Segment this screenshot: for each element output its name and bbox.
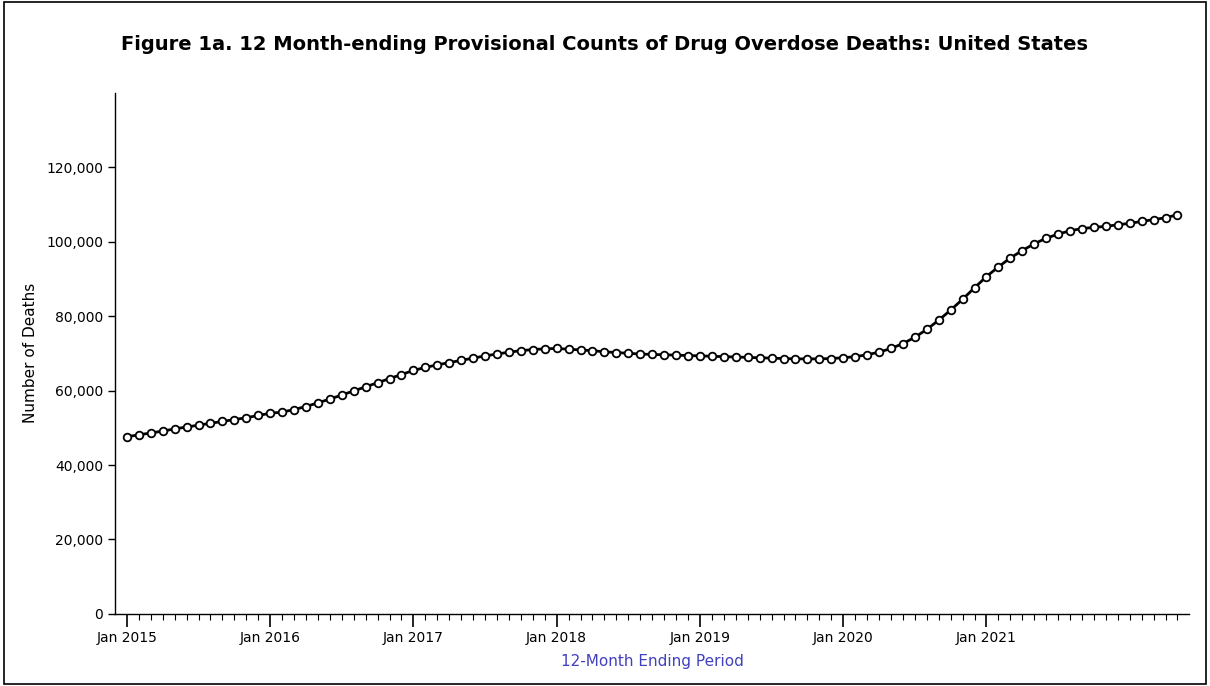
Text: Figure 1a. 12 Month-ending Provisional Counts of Drug Overdose Deaths: United St: Figure 1a. 12 Month-ending Provisional C… xyxy=(121,35,1089,54)
X-axis label: 12-Month Ending Period: 12-Month Ending Period xyxy=(560,654,744,669)
Y-axis label: Number of Deaths: Number of Deaths xyxy=(23,283,38,423)
